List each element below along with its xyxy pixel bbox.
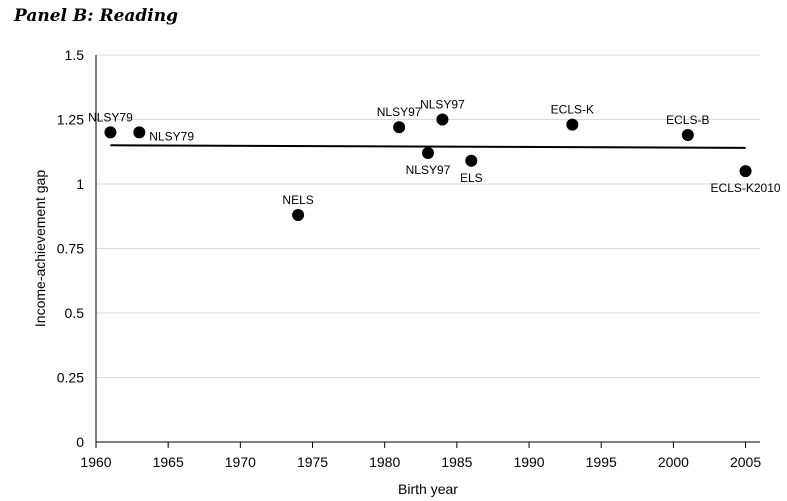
y-tick-label: 1.25	[57, 112, 84, 128]
x-tick-label: 1975	[297, 454, 328, 470]
x-tick-label: 1980	[369, 454, 400, 470]
data-point	[393, 121, 406, 134]
x-tick-label: 1990	[513, 454, 544, 470]
gridlines	[96, 54, 760, 378]
x-tick-label: 1995	[586, 454, 617, 470]
y-tick-label: 0.25	[57, 370, 84, 386]
data-point	[681, 128, 694, 141]
x-tick-label: 1960	[80, 454, 111, 470]
data-point	[104, 126, 117, 139]
point-label: NLSY97	[406, 163, 451, 177]
point-label: NLSY97	[420, 98, 465, 112]
data-point	[422, 147, 434, 160]
trend-line	[110, 144, 746, 149]
point-label: NLSY79	[88, 110, 133, 124]
x-tick-label: 1965	[153, 454, 184, 470]
point-labels: NLSY79NLSY79NELSNLSY97NLSY97NLSY97ELSECL…	[88, 98, 781, 207]
y-tick-label: 1.5	[65, 47, 85, 63]
x-tick-label: 2000	[658, 454, 689, 470]
point-label: NLSY79	[149, 129, 194, 143]
data-point	[292, 208, 305, 221]
y-tick-label: 0	[76, 434, 84, 450]
panel-title: Panel B: Reading	[14, 6, 179, 26]
point-label: ECLS-K	[551, 103, 594, 117]
y-tick-label: 0.5	[65, 305, 85, 321]
data-point	[133, 126, 146, 139]
axes	[95, 55, 760, 448]
point-label: NLSY97	[377, 105, 422, 119]
y-axis-title: Income-achievement gap	[32, 170, 48, 327]
y-tick-label: 0.75	[57, 241, 84, 257]
data-point	[739, 165, 752, 178]
x-tick-label: 2005	[730, 454, 761, 470]
data-points	[104, 113, 752, 221]
tick-labels: 0 0.25 0.5 0.75 1 1.25 1.5 1960 1965 1970 1975 1980…	[57, 47, 762, 470]
data-point	[465, 154, 478, 167]
point-label: ECLS-B	[666, 113, 709, 127]
point-label: ELS	[460, 171, 483, 185]
x-axis-title: Birth year	[398, 481, 458, 497]
data-point	[436, 113, 449, 126]
point-label: ECLS-K2010	[711, 181, 781, 195]
trend-line-group	[110, 144, 746, 149]
y-tick-label: 1	[76, 176, 84, 192]
x-tick-label: 1970	[225, 454, 256, 470]
x-tick-label: 1985	[441, 454, 472, 470]
point-label: NELS	[282, 193, 313, 207]
data-point	[566, 118, 579, 131]
